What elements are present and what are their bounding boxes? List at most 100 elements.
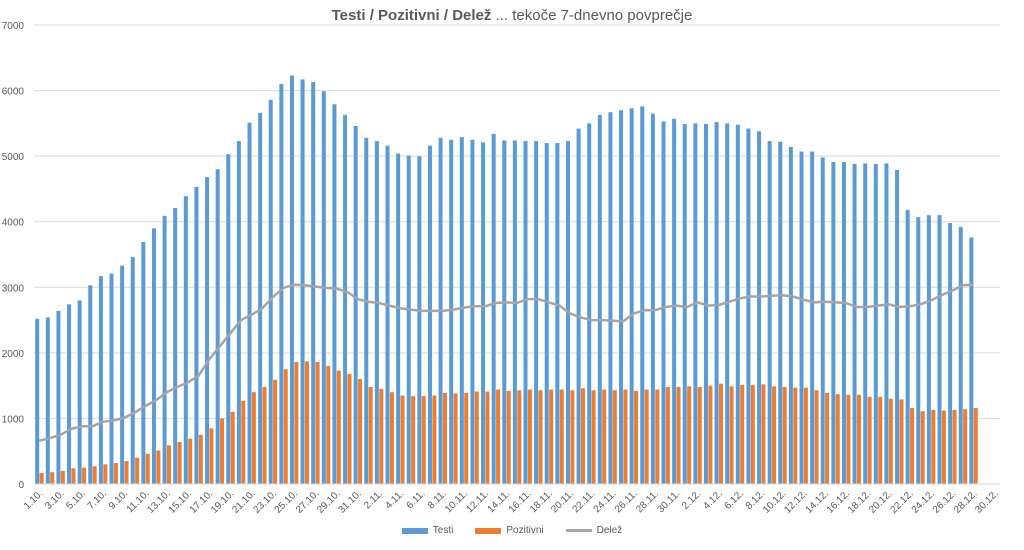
bar-pozitivni [251,392,256,484]
bar-testi [778,141,783,484]
bar-pozitivni [379,388,384,484]
bar-pozitivni [570,390,575,484]
x-tick-label: 27.10. [294,488,321,515]
bar-pozitivni [655,389,660,484]
bar-testi [364,137,369,485]
x-tick-label: 28.12. [952,488,979,515]
bar-testi [300,79,305,484]
bar-pozitivni [963,409,968,484]
bar-testi [619,110,624,484]
x-tick-label: 19.10. [209,488,236,515]
bar-testi [969,237,974,484]
x-tick-label: 14.11. [486,488,513,515]
y-tick-label: 7000 [2,21,25,32]
bar-testi [491,133,496,484]
y-tick-label: 6000 [2,87,25,98]
bar-testi [35,318,40,484]
bar-testi [120,265,125,484]
bar-pozitivni [60,470,65,484]
bar-pozitivni [835,394,840,484]
bar-testi [820,157,825,484]
bar-pozitivni [400,395,405,484]
x-tick-label: 6.11. [405,488,428,511]
bar-pozitivni [347,373,352,484]
x-tick-label: 26.11. [613,488,640,515]
bar-testi [735,124,740,484]
bar-pozitivni [665,386,670,484]
bar-pozitivni [856,394,861,484]
bar-pozitivni [793,387,798,484]
bar-testi [714,122,719,484]
x-tick-label: 2.12. [680,488,704,512]
bar-pozitivni [315,362,320,484]
bar-pozitivni [782,386,787,484]
x-tick-label: 10.12. [761,488,788,515]
bar-testi [374,141,379,484]
bar-testi [427,145,432,484]
bar-testi [512,140,517,485]
bar-pozitivni [527,389,532,484]
bar-pozitivni [634,390,639,484]
bar-pozitivni [549,389,554,484]
bar-testi [852,164,857,485]
legend-swatch-testi [401,527,428,534]
x-tick-label: 3.10. [43,488,67,512]
bar-pozitivni [474,391,479,484]
bar-pozitivni [262,386,267,484]
legend: Testi Pozitivni Delež [0,525,1024,536]
bar-testi [502,140,507,485]
bar-pozitivni [931,409,936,484]
bar-pozitivni [676,386,681,484]
bar-testi [629,108,634,485]
bar-pozitivni [687,386,692,484]
bar-testi [926,215,931,484]
bar-testi [45,317,50,484]
legend-swatch-delez [565,529,592,532]
bar-pozitivni [442,392,447,484]
x-tick-label: 10.11. [443,488,470,515]
x-tick-label: 6.12. [723,488,747,512]
x-tick-label: 13.10. [145,488,172,515]
bar-testi [587,123,592,484]
bar-pozitivni [697,386,702,484]
bar-testi [650,113,655,485]
bar-pozitivni [538,390,543,484]
x-tick-label: 16.12. [825,488,852,515]
bar-pozitivni [135,457,140,484]
bar-pozitivni [113,463,118,484]
bar-pozitivni [580,388,585,484]
bar-pozitivni [591,390,596,484]
bar-testi [597,114,602,484]
x-tick-label: 30.11. [655,488,682,515]
bar-testi [151,228,156,484]
bar-pozitivni [496,389,501,484]
bar-pozitivni [910,407,915,484]
bar-testi [141,242,146,484]
x-tick-label: 23.10. [252,488,279,515]
x-tick-label: 15.10. [167,488,194,515]
bar-pozitivni [973,407,978,484]
bar-testi [258,112,263,484]
bar-pozitivni [888,398,893,484]
bar-testi [311,82,316,484]
x-tick-label: 28.11. [634,488,661,515]
bar-testi [746,128,751,485]
bar-pozitivni [750,384,755,484]
bar-testi [173,207,178,485]
bar-pozitivni [294,362,299,484]
bar-pozitivni [772,386,777,484]
bar-pozitivni [82,467,87,484]
bar-pozitivni [729,386,734,484]
bar-testi [226,154,231,484]
y-tick-label: 4000 [2,218,25,229]
bar-pozitivni [846,394,851,484]
bar-pozitivni [241,400,246,484]
bar-pozitivni [124,461,129,484]
bar-pozitivni [506,390,511,484]
chart-title-rest: ... tekoče 7-dnevno povprečje [491,7,693,24]
bar-testi [810,151,815,484]
bar-testi [353,125,358,484]
bar-pozitivni [602,389,607,484]
bar-pozitivni [453,393,458,484]
legend-item-delez: Delež [565,525,622,536]
